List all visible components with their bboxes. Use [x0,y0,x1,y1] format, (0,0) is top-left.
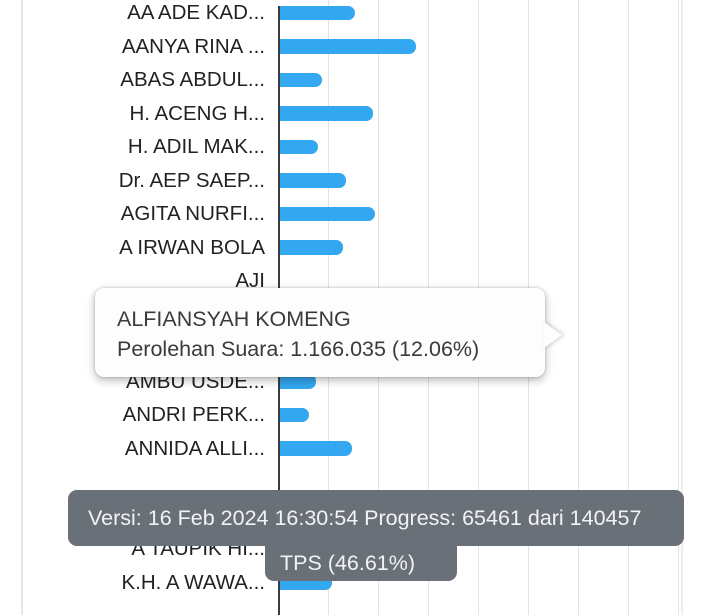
bar-row[interactable]: ANNIDA ALLI... [25,432,681,466]
bar-row-bar[interactable] [280,173,346,188]
bar-row-label: ANDRI PERK... [122,403,265,426]
tooltip-vote-detail: Perolehan Suara: 1.166.035 (12.06%) [117,337,480,361]
status-toast-line2: TPS (46.61%) [265,546,457,581]
bar-row[interactable]: A IRWAN BOLA [25,231,681,265]
status-toast-line1: Versi: 16 Feb 2024 16:30:54 Progress: 65… [68,490,684,546]
bar-row-bar[interactable] [280,441,352,456]
bar-row[interactable]: AJI [25,264,681,298]
bar-row-bar[interactable] [280,106,373,121]
bar-row-bar[interactable] [280,39,416,54]
bar-row[interactable]: Dr. AEP SAEP... [25,164,681,198]
bar-row[interactable]: AANYA RINA ... [25,30,681,64]
gridline [628,0,629,615]
bar-row-bar[interactable] [280,240,343,255]
bar-row[interactable]: H. ACENG H... [25,97,681,131]
bar-row[interactable]: ABAS ABDUL... [25,63,681,97]
bar-row[interactable]: AGITA NURFI... [25,197,681,231]
bar-row-label: H. ACENG H... [129,101,265,125]
status-tps-percent-text: TPS (46.61%) [280,551,416,575]
bar-tooltip: ALFIANSYAH KOMENG Perolehan Suara: 1.166… [95,288,545,377]
bar-row-label: AGITA NURFI... [120,202,265,225]
bar-row-bar[interactable] [280,206,375,221]
bar-row-bar[interactable] [280,374,316,389]
bar-row[interactable]: H. ADIL MAK... [25,130,681,164]
bar-row-label: AA ADE KAD... [127,1,265,24]
bar-row-label: ANNIDA ALLI... [124,436,265,460]
bar-row-label: Dr. AEP SAEP... [118,168,265,192]
bar-row-label: A IRWAN BOLA [119,235,265,259]
gridline [578,0,579,615]
bar-row-bar[interactable] [280,72,322,87]
bar-row-label: H. ADIL MAK... [127,135,265,158]
bar-row-label: K.H. A WAWA... [121,570,265,594]
bar-row-bar[interactable] [280,407,309,422]
right-gutter-divider [681,0,706,615]
bar-row[interactable]: ANDRI PERK... [25,398,681,432]
tooltip-pointer-arrow-icon [544,322,562,348]
bar-row-bar[interactable] [280,5,355,20]
bar-row-label: ABAS ABDUL... [120,68,265,91]
bar-row-label: AANYA RINA ... [121,34,265,58]
bar-row-bar[interactable] [280,139,318,154]
bar-row[interactable]: AA ADE KAD... [25,0,681,30]
status-progress-text: Versi: 16 Feb 2024 16:30:54 Progress: 65… [88,505,642,530]
tooltip-candidate-name: ALFIANSYAH KOMENG [117,307,351,331]
gridline [678,0,679,615]
left-gutter-divider [0,0,23,615]
bar-row-label: AJI [235,269,265,292]
